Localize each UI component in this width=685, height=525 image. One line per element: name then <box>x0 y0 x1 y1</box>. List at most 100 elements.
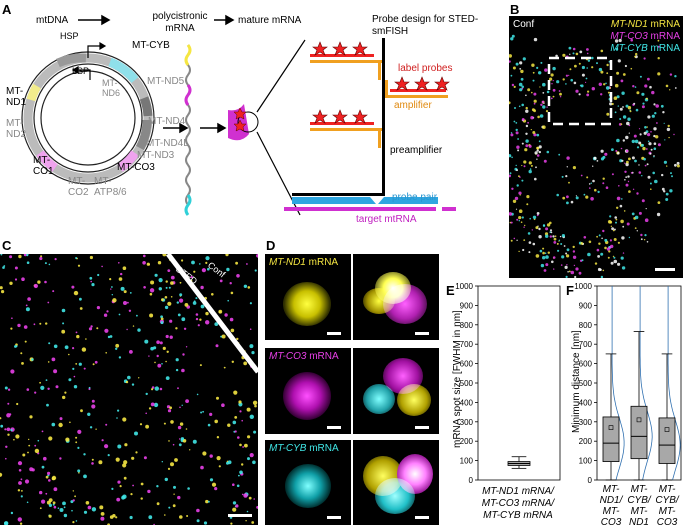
spot <box>110 288 112 290</box>
spot <box>242 446 245 448</box>
spot <box>648 142 652 146</box>
spot <box>523 160 527 164</box>
spot <box>550 73 554 77</box>
spot <box>229 317 234 322</box>
spot <box>553 241 557 244</box>
spot <box>24 479 30 484</box>
spot <box>545 227 549 231</box>
spot <box>655 104 659 108</box>
spot <box>79 307 83 310</box>
spot <box>575 52 579 56</box>
spot <box>635 108 639 112</box>
spot <box>26 501 29 504</box>
f-box <box>658 417 676 464</box>
spot <box>599 268 602 271</box>
spot <box>529 217 531 220</box>
spot <box>604 246 607 250</box>
spot <box>61 329 66 334</box>
spot <box>252 460 256 465</box>
spot <box>625 135 629 140</box>
spot <box>510 239 513 242</box>
gene-mt-nd2: MT-ND2 <box>6 118 27 140</box>
f-xtick-label: MT- <box>631 506 649 517</box>
spot <box>585 77 588 80</box>
spot <box>588 240 592 244</box>
spot <box>146 262 150 266</box>
f-ytick-label: 700 <box>579 340 593 349</box>
spot <box>523 239 526 242</box>
spot <box>139 423 143 426</box>
spot <box>549 235 552 238</box>
f-ytick-label: 600 <box>579 360 593 369</box>
spot <box>612 255 615 258</box>
spot <box>529 168 532 170</box>
spot <box>521 179 524 182</box>
spot <box>241 463 244 466</box>
spot <box>205 261 208 264</box>
spot <box>73 375 76 378</box>
spot <box>91 507 97 512</box>
spot <box>572 255 577 259</box>
spot <box>572 47 576 51</box>
spot <box>653 103 656 106</box>
spot <box>561 234 565 238</box>
spot <box>227 460 232 465</box>
spot <box>520 77 524 81</box>
spot <box>671 175 673 178</box>
spot <box>214 487 218 491</box>
spot <box>627 175 630 178</box>
spot <box>593 156 597 160</box>
spot <box>78 472 80 474</box>
spot <box>538 140 541 143</box>
spot <box>175 358 179 362</box>
spot <box>552 80 554 82</box>
spot <box>546 150 550 154</box>
spot <box>216 396 219 400</box>
spot <box>167 467 171 470</box>
spot <box>71 285 75 289</box>
spot <box>619 204 623 208</box>
panel-c-scale-bar <box>228 514 252 517</box>
spot <box>21 362 24 365</box>
spot <box>149 292 153 296</box>
spot <box>621 91 625 95</box>
spot <box>527 232 531 235</box>
spot <box>663 190 666 193</box>
spot <box>156 340 160 344</box>
spot <box>539 86 541 88</box>
spot <box>616 206 619 209</box>
spot <box>196 393 199 396</box>
spot <box>122 266 127 270</box>
spot <box>225 254 229 257</box>
spot <box>631 212 635 216</box>
spot <box>624 162 626 164</box>
spot <box>6 427 11 432</box>
spot <box>123 476 127 480</box>
spot <box>37 280 41 284</box>
spot <box>105 423 108 426</box>
panel-c-image: Conf STED <box>0 254 258 525</box>
spot <box>562 196 566 200</box>
spot <box>120 272 123 276</box>
gene-mt-co2: MT-CO2 <box>68 176 89 198</box>
spot <box>111 294 114 296</box>
spot <box>196 519 200 523</box>
spot <box>80 409 83 413</box>
spot <box>532 215 537 219</box>
spot <box>532 131 536 134</box>
gene-mt-nd6: MT-ND6 <box>102 78 121 98</box>
e-xlabel: MT-ND1 mRNA/ MT-CO3 mRNA/ MT-CYB mRNA <box>476 486 560 522</box>
spot <box>0 286 3 290</box>
spot <box>115 457 120 462</box>
spot <box>509 54 512 58</box>
spot <box>542 82 546 87</box>
f-ytick-label: 400 <box>579 398 593 407</box>
spot <box>76 334 80 339</box>
spot <box>620 147 623 150</box>
spot <box>549 77 553 81</box>
spot <box>598 234 601 237</box>
spot <box>603 83 606 86</box>
spot <box>581 65 585 70</box>
f-xtick-label: MT- <box>631 484 649 495</box>
spot <box>528 169 532 174</box>
